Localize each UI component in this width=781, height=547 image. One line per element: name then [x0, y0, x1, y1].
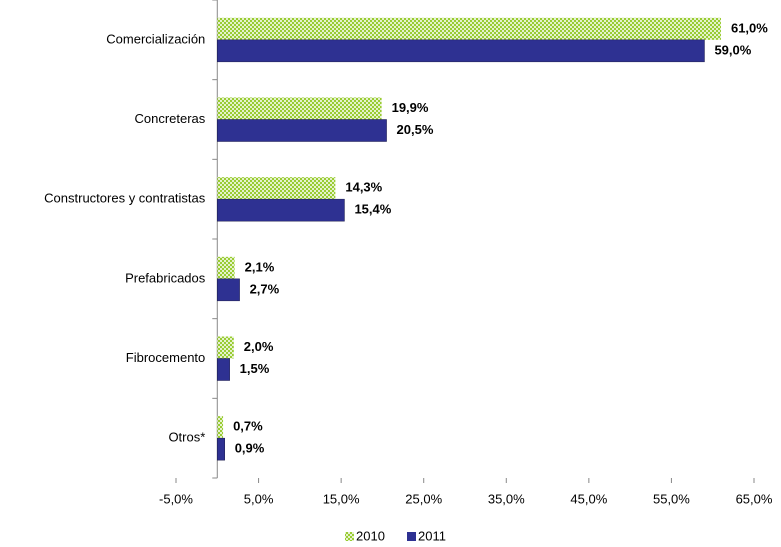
bar [217, 39, 705, 63]
value-label: 2,1% [245, 259, 275, 274]
x-tick-label: 55,0% [653, 491, 690, 506]
legend-swatch [407, 532, 416, 541]
y-tick-label: Otros* [168, 430, 205, 445]
value-label: 61,0% [731, 20, 768, 35]
value-label: 1,5% [240, 361, 270, 376]
bar [217, 437, 225, 461]
x-tick-label: 15,0% [323, 491, 360, 506]
x-tick-label: 65,0% [736, 491, 773, 506]
value-label: 14,3% [345, 180, 382, 195]
bar [217, 119, 387, 142]
x-tick-label: -5,0% [159, 491, 193, 506]
bar [217, 17, 721, 40]
y-tick-label: Prefabricados [125, 270, 206, 285]
bar [217, 256, 235, 279]
value-label: 0,7% [233, 419, 263, 434]
bar [217, 177, 336, 200]
value-label: 19,9% [392, 100, 429, 115]
value-label: 15,4% [354, 202, 391, 217]
x-tick-label: 5,0% [244, 491, 274, 506]
bar [217, 416, 224, 439]
legend-label: 2011 [418, 528, 446, 543]
x-tick-label: 45,0% [570, 491, 607, 506]
x-tick-label: 35,0% [488, 491, 525, 506]
bar [217, 97, 382, 120]
bar [217, 198, 345, 222]
y-tick-label: Comercialización [106, 31, 205, 46]
bar [217, 336, 234, 359]
bar [217, 278, 240, 302]
legend-label: 2010 [356, 528, 385, 543]
y-tick-label: Concreteras [134, 111, 205, 126]
y-tick-label: Constructores y contratistas [44, 191, 206, 206]
x-tick-label: 25,0% [405, 491, 442, 506]
bar [217, 358, 230, 381]
value-label: 0,9% [235, 441, 265, 456]
value-label: 59,0% [714, 42, 751, 57]
legend-swatch [345, 532, 354, 541]
y-tick-label: Fibrocemento [126, 350, 205, 365]
value-label: 2,7% [250, 281, 280, 296]
value-label: 20,5% [397, 122, 434, 137]
value-label: 2,0% [244, 339, 274, 354]
